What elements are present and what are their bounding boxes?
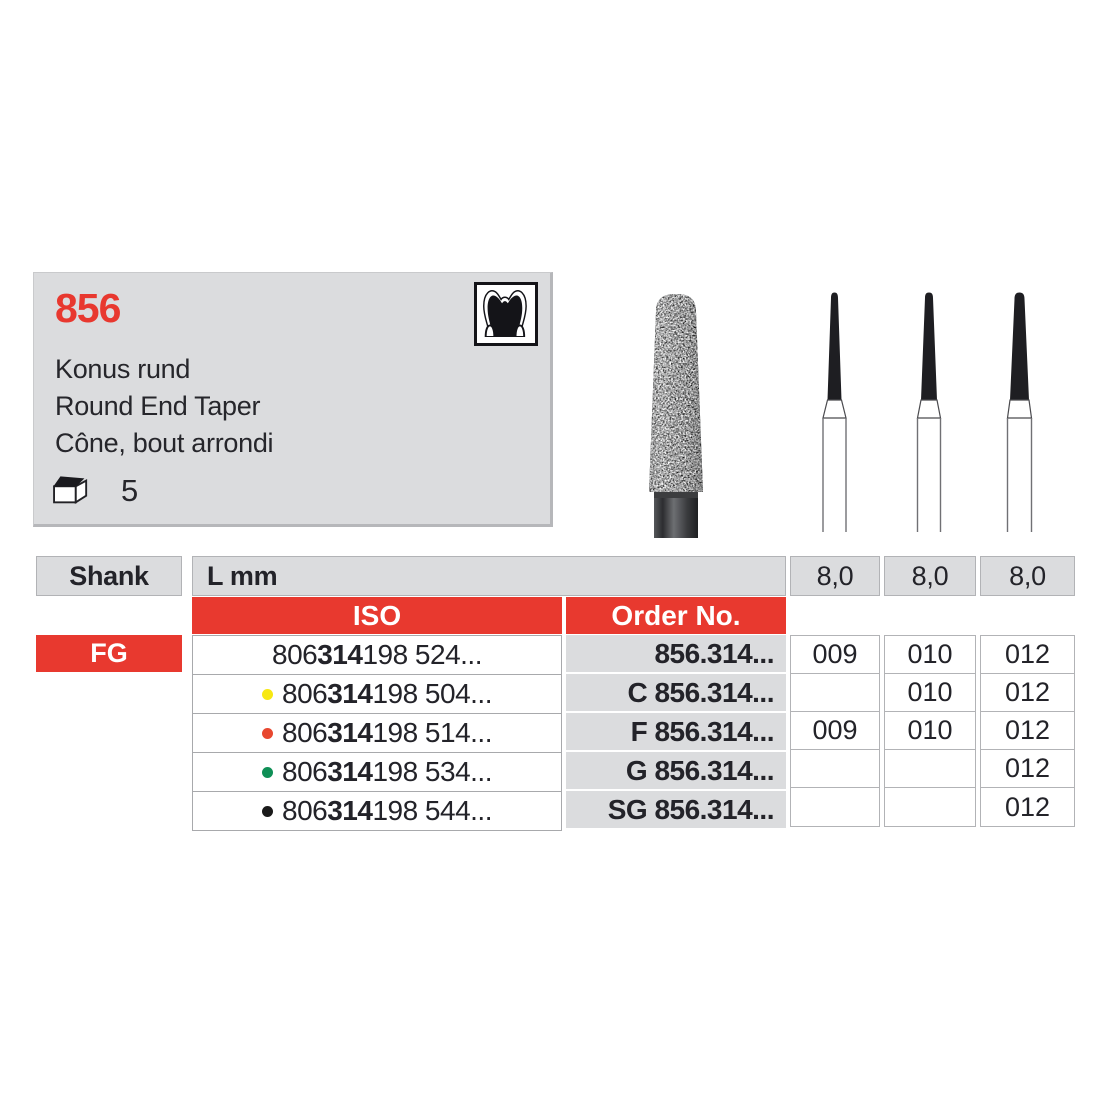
iso-shank-code: 314: [327, 678, 373, 709]
iso-prefix: 806: [282, 795, 328, 826]
product-name-de: Konus rund: [55, 354, 191, 384]
product-info-card: 856 Konus rund Round End Taper Cône, bou…: [33, 272, 553, 527]
bur-photo: [640, 292, 712, 540]
length-value-2: 8,0: [884, 556, 976, 596]
size-column-012: 012 012 012 012 012: [980, 635, 1075, 827]
drawing-neck: [822, 399, 847, 419]
length-value-1: 8,0: [790, 556, 880, 596]
product-names: Konus rund Round End Taper Cône, bout ar…: [55, 351, 274, 462]
package-box-icon: [53, 476, 88, 505]
shank-column-header: Shank: [36, 556, 182, 596]
size-cell: 009: [791, 636, 879, 674]
diamond-head: [649, 294, 703, 492]
product-name-fr: Cône, bout arrondi: [55, 428, 274, 458]
size-cell: [885, 788, 975, 826]
pack-size-row: 5: [51, 473, 138, 509]
shank-type-badge: FG: [36, 635, 182, 672]
size-cell: 012: [981, 750, 1074, 788]
iso-suffix: 198 544...: [372, 795, 492, 826]
size-cell: 012: [1004, 791, 1051, 822]
iso-row-5: 806 314 198 544...: [193, 792, 561, 830]
size-cell: 012: [981, 636, 1074, 674]
size-cell: 012: [981, 712, 1074, 750]
iso-shank-code: 314: [327, 756, 373, 787]
order-no-column: 856.314... C 856.314... F 856.314... G 8…: [566, 635, 786, 830]
order-no-1: 856.314...: [566, 635, 786, 672]
length-header: L mm: [192, 556, 786, 596]
molar-crown-icon: [483, 290, 527, 337]
drawing-tip: [1010, 292, 1029, 400]
bur-drawing-010: [913, 290, 945, 532]
drawing-tip: [921, 292, 937, 400]
drawing-neck: [1006, 399, 1033, 419]
size-cell: 010: [885, 674, 975, 712]
iso-suffix: 198 514...: [372, 717, 492, 748]
size-cell: [885, 750, 975, 788]
drawing-tip: [827, 292, 842, 400]
iso-shank-code: 314: [327, 795, 373, 826]
order-no-column-header: Order No.: [566, 597, 786, 634]
grit-dot-extra-fine: [262, 766, 273, 778]
bur-neck: [654, 492, 698, 500]
tooth-application-icon: [474, 282, 538, 346]
grit-dot-coarse: [262, 688, 273, 700]
size-cell: 010: [885, 636, 975, 674]
order-no-3: F 856.314...: [566, 713, 786, 750]
iso-row-3: 806 314 198 514...: [193, 714, 561, 753]
size-cell: 010: [885, 712, 975, 750]
size-cell: 009: [791, 712, 879, 750]
size-cell: [791, 750, 879, 788]
iso-shank-code: 314: [317, 639, 363, 670]
grit-dot-fine: [262, 727, 273, 739]
iso-suffix: 198 524...: [362, 639, 482, 670]
length-value-3: 8,0: [980, 556, 1075, 596]
size-cell: [791, 788, 879, 826]
iso-suffix: 198 534...: [372, 756, 492, 787]
pack-quantity: 5: [121, 473, 139, 508]
iso-row-1: 806 314 198 524...: [193, 636, 561, 675]
iso-prefix: 806: [272, 639, 318, 670]
size-cell: [791, 674, 879, 712]
iso-suffix: 198 504...: [372, 678, 492, 709]
iso-row-4: 806 314 198 534...: [193, 753, 561, 792]
size-column-009: 009 009: [790, 635, 880, 827]
iso-column-header: ISO: [192, 597, 562, 634]
figure-number: 856: [55, 285, 121, 331]
order-no-5: SG 856.314...: [566, 791, 786, 828]
size-column-010: 010 010 010: [884, 635, 976, 827]
order-no-4: G 856.314...: [566, 752, 786, 789]
iso-column: 806 314 198 524... 806 314 198 504... 80…: [192, 635, 562, 831]
iso-prefix: 806: [282, 756, 328, 787]
bur-shank: [654, 498, 698, 538]
grit-dot-super-fine: [262, 805, 273, 817]
iso-row-2: 806 314 198 504...: [193, 675, 561, 714]
bur-drawing-012: [1003, 290, 1036, 532]
order-no-2: C 856.314...: [566, 674, 786, 711]
iso-shank-code: 314: [327, 717, 373, 748]
size-cell: 012: [981, 674, 1074, 712]
iso-prefix: 806: [282, 678, 328, 709]
drawing-neck: [916, 399, 942, 419]
iso-prefix: 806: [282, 717, 328, 748]
bur-drawing-009: [819, 290, 850, 532]
product-name-en: Round End Taper: [55, 391, 261, 421]
